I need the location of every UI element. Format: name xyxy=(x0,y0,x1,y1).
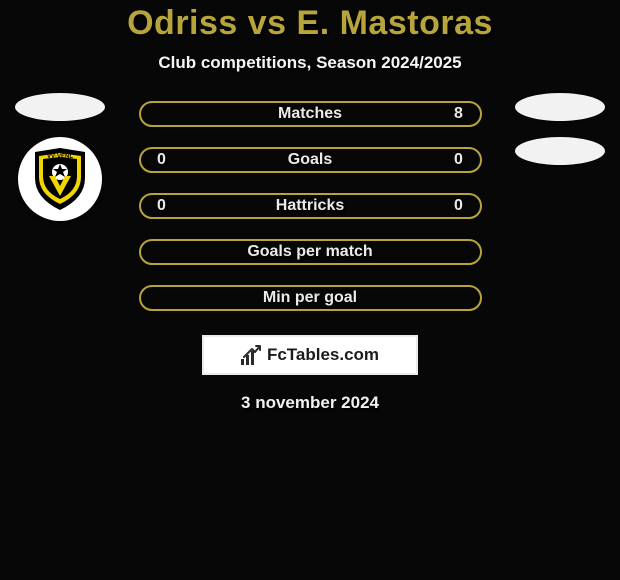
stat-value-right: 0 xyxy=(452,151,466,169)
stat-label: Min per goal xyxy=(263,289,357,307)
club-badge-placeholder xyxy=(515,137,605,165)
stat-value-right: 8 xyxy=(452,105,466,123)
fctables-label: FcTables.com xyxy=(267,345,379,365)
stat-value-left: 0 xyxy=(155,151,169,169)
stat-row-hattricks: 0 Hattricks 0 xyxy=(139,193,482,219)
stat-row-min-per-goal: Min per goal xyxy=(139,285,482,311)
comparison-card: Odriss vs E. Mastoras Club competitions,… xyxy=(0,0,620,413)
stat-value-right: 0 xyxy=(452,197,466,215)
stat-label: Matches xyxy=(278,105,342,123)
stat-row-goals: 0 Goals 0 xyxy=(139,147,482,173)
stat-row-goals-per-match: Goals per match xyxy=(139,239,482,265)
right-player-column xyxy=(510,93,610,165)
left-player-column: VV·VENL xyxy=(10,93,110,221)
stat-label: Goals xyxy=(288,151,332,169)
player-photo-placeholder xyxy=(15,93,105,121)
stat-label: Goals per match xyxy=(247,243,372,261)
content-area: VV·VENL Matches 8 0 Goals xyxy=(0,101,620,413)
stat-rows: Matches 8 0 Goals 0 0 Hattricks 0 Goals … xyxy=(139,101,482,311)
page-subtitle: Club competitions, Season 2024/2025 xyxy=(0,53,620,73)
fctables-link[interactable]: FcTables.com xyxy=(202,335,418,375)
stat-label: Hattricks xyxy=(276,197,344,215)
svg-text:VV·VENL: VV·VENL xyxy=(47,154,73,160)
shield-icon: VV·VENL xyxy=(33,148,87,210)
stat-value-left: 0 xyxy=(155,197,169,215)
bar-chart-icon xyxy=(241,345,261,365)
stat-row-matches: Matches 8 xyxy=(139,101,482,127)
player-photo-placeholder xyxy=(515,93,605,121)
page-title: Odriss vs E. Mastoras xyxy=(0,4,620,43)
snapshot-date: 3 november 2024 xyxy=(0,393,620,413)
club-badge-left: VV·VENL xyxy=(18,137,102,221)
